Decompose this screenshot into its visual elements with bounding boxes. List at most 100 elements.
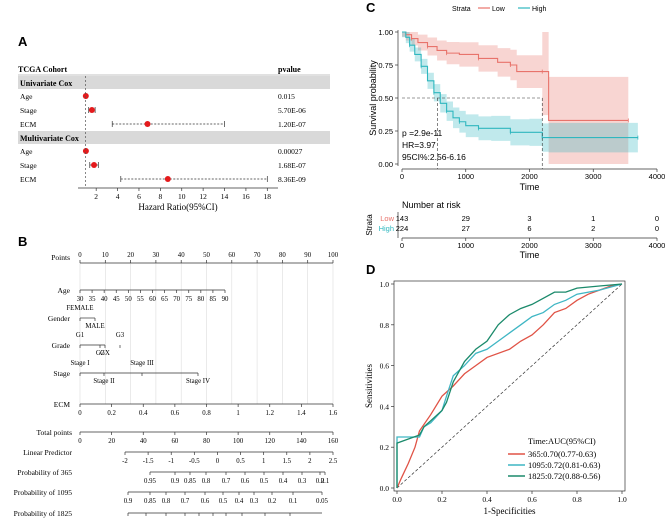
- roc-x-tick-label: 0.8: [572, 495, 582, 504]
- km-x-tick-label: 1000: [457, 172, 474, 181]
- nomogram-tick-label: 0.1: [321, 478, 330, 485]
- nomogram-tick-label: 100: [233, 438, 244, 445]
- forest-header-right: pvalue: [278, 65, 301, 74]
- forest-row-label: Age: [20, 147, 33, 156]
- forest-x-tick-label: 16: [242, 192, 250, 201]
- roc-x-tick-label: 0.6: [527, 495, 537, 504]
- nomogram-tick-label: 120: [265, 438, 276, 445]
- km-confidence-band: [402, 32, 629, 164]
- km-y-tick-label: 0.00: [378, 160, 393, 169]
- nomogram-tick-label: G3: [116, 332, 125, 339]
- nomogram-tick-label: 60: [228, 252, 235, 259]
- forest-pvalue: 0.015: [278, 92, 295, 101]
- nomogram-tick-label: 40: [101, 296, 108, 303]
- nomogram-scale-label: Probability of 1825: [14, 509, 73, 518]
- nomogram-tick-label: 160: [328, 438, 339, 445]
- nomogram-tick-label: Stage III: [130, 360, 154, 367]
- forest-plot: TCGA Cohort pvalue Univariate Cox Age 0.015 S…: [18, 65, 330, 212]
- nomogram-tick-label: 0.6: [171, 410, 180, 417]
- nomogram-tick-label: Stage IV: [186, 378, 210, 385]
- nomogram-scale-label: Probability of 1095: [14, 488, 73, 497]
- nomogram-tick-label: 0.9: [124, 498, 133, 505]
- nomogram-tick-label: 2.5: [329, 458, 338, 465]
- forest-point: [144, 121, 151, 127]
- nomogram-scale-label: Probability of 365: [17, 468, 72, 477]
- km-y-tick-label: 0.50: [378, 94, 393, 103]
- nomogram-tick-label: 0: [78, 410, 82, 417]
- risk-x-tick-label: 4000: [649, 241, 666, 250]
- forest-x-tick-label: 18: [264, 192, 272, 201]
- nomogram-tick-label: 90: [304, 252, 311, 259]
- forest-row-label: ECM: [20, 175, 37, 184]
- nomogram-tick-label: GX: [100, 350, 110, 357]
- km-x-label: Time: [520, 182, 540, 192]
- nomogram-tick-label: 1: [236, 410, 239, 417]
- nomogram-tick-label: 2: [308, 458, 312, 465]
- nomogram-tick-label: 70: [173, 296, 180, 303]
- nomogram-tick-label: 0.6: [201, 498, 210, 505]
- nomogram-tick-label: 1: [262, 458, 265, 465]
- nomogram-tick-label: 50: [125, 296, 132, 303]
- roc-y-tick-label: 1.0: [380, 280, 390, 289]
- risk-row-label: Low: [380, 214, 394, 223]
- nomogram-tick-label: 1.2: [266, 410, 275, 417]
- risk-x-label: Time: [520, 250, 540, 260]
- nomogram-tick-label: 0.85: [144, 498, 156, 505]
- km-annotation: HR=3.97: [402, 140, 436, 150]
- nomogram-tick-label: G2: [96, 350, 105, 357]
- forest-row-label: ECM: [20, 120, 37, 129]
- forest-pvalue: 8.36E-09: [278, 175, 306, 184]
- risk-count: 27: [462, 224, 470, 233]
- nomogram-tick-label: -2: [122, 458, 128, 465]
- km-y-label: Survival probability: [368, 60, 378, 136]
- risk-count: 0: [655, 214, 659, 223]
- risk-table-title: Number at risk: [402, 200, 461, 210]
- forest-x-tick-label: 6: [137, 192, 141, 201]
- forest-section-band: [18, 131, 330, 144]
- km-annotation: p =2.9e-11: [402, 128, 443, 138]
- risk-count: 2: [591, 224, 595, 233]
- nomogram-tick-label: 70: [254, 252, 261, 259]
- roc-legend-label: 1095:0.72(0.81-0.63): [528, 460, 601, 470]
- nomogram-tick-label: 0: [216, 458, 220, 465]
- forest-pvalue: 1.20E-07: [278, 120, 306, 129]
- nomogram-scale-label: Total points: [36, 428, 72, 437]
- km-legend-title: Strata: [452, 6, 471, 13]
- nomogram-tick-label: 0.4: [139, 410, 148, 417]
- risk-side-label: Strata: [365, 214, 374, 236]
- roc-y-label: Sensitivities: [364, 364, 374, 409]
- roc-legend-title: Time:AUC(95%CI): [528, 436, 596, 446]
- nomogram-scale-label: Stage: [53, 369, 70, 378]
- risk-x-tick-label: 3000: [585, 241, 602, 250]
- nomogram-tick-label: 1.6: [329, 410, 338, 417]
- nomogram-tick-label: FEMALE: [66, 305, 93, 312]
- nomogram-tick-label: 1.5: [283, 458, 292, 465]
- forest-point: [88, 107, 95, 113]
- nomogram-tick-label: 0.2: [268, 498, 277, 505]
- km-confidence-band: [402, 32, 638, 153]
- nomogram-tick-label: 20: [127, 252, 134, 259]
- forest-row-label: Stage: [20, 161, 37, 170]
- nomogram-tick-label: 35: [89, 296, 96, 303]
- forest-point: [82, 148, 89, 154]
- roc-x-tick-label: 1.0: [617, 495, 627, 504]
- nomogram-tick-label: 90: [222, 296, 229, 303]
- nomogram-tick-label: 40: [178, 252, 185, 259]
- forest-header-left: TCGA Cohort: [18, 65, 67, 74]
- nomogram-tick-label: 65: [161, 296, 168, 303]
- nomogram-tick-label: 0.7: [181, 498, 190, 505]
- nomogram-tick-label: 0.05: [316, 498, 328, 505]
- nomogram-tick-label: 0.8: [202, 478, 211, 485]
- nomogram-tick-label: 30: [153, 252, 160, 259]
- forest-pvalue: 5.70E-06: [278, 106, 306, 115]
- risk-x-tick-label: 0: [400, 241, 404, 250]
- forest-row-label: Stage: [20, 106, 37, 115]
- panel-letter-b: B: [18, 234, 27, 249]
- forest-x-tick-label: 14: [221, 192, 229, 201]
- forest-pvalue: 1.68E-07: [278, 161, 306, 170]
- roc-frame: [393, 280, 626, 492]
- km-x-tick-label: 3000: [585, 172, 602, 181]
- nomogram-scale-label: ECM: [54, 400, 71, 409]
- nomogram-tick-label: 20: [108, 438, 115, 445]
- nomogram-tick-label: 0.2: [316, 478, 325, 485]
